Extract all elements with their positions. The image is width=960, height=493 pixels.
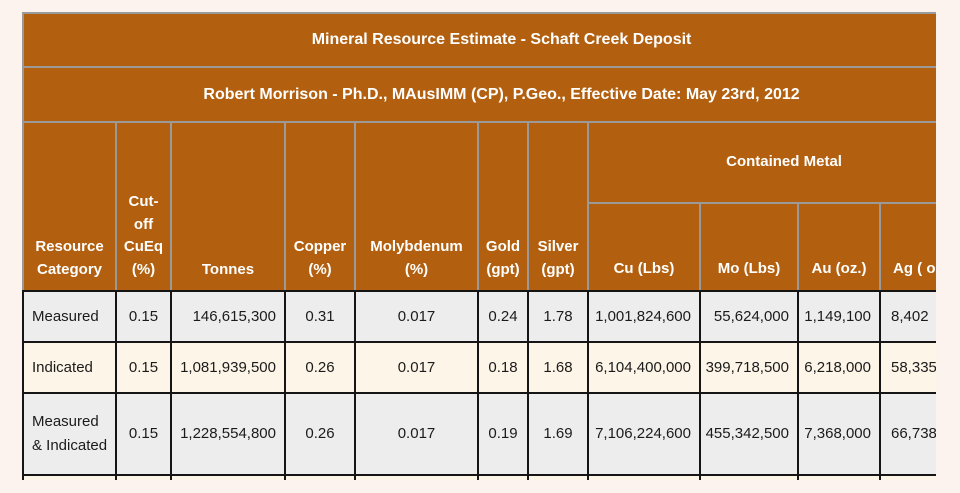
cell-tonnes: 1,228,554,800 (170, 392, 286, 476)
table-row-measured-and-indicated: Measured & Indicated 0.15 1,228,554,800 … (22, 392, 936, 476)
cell-gold: 0.18 (477, 341, 529, 394)
cell-resource-category: Indicated (22, 341, 117, 394)
cell-mo-lbs: 206,252,100 (699, 474, 799, 480)
cell-tonnes: 1,081,939,500 (170, 341, 286, 394)
cell-au-oz: 3,359,600 (797, 474, 881, 480)
col-header-cutoff-cueq: Cut-off CuEq (%) (115, 121, 172, 292)
table-viewport: Mineral Resource Estimate - Schaft Creek… (22, 12, 936, 480)
cell-au-oz: 7,368,000 (797, 392, 881, 476)
cell-au-oz: 6,218,000 (797, 341, 881, 394)
col-header-silver: Silver (gpt) (527, 121, 589, 292)
cell-mo-lbs: 455,342,500 (699, 392, 799, 476)
table-subtitle: Robert Morrison - Ph.D., MAusIMM (CP), P… (22, 66, 936, 123)
col-header-tonnes: Tonnes (170, 121, 286, 292)
cell-au-oz: 1,149,100 (797, 290, 881, 343)
cell-cutoff: 0.15 (115, 341, 172, 394)
cell-ag-oz: 31,601 (878, 474, 936, 480)
subcol-header-au-oz: Au (oz.) (797, 202, 881, 292)
cell-ag-oz: 58,335 (878, 341, 936, 394)
table-subtitle-row: Robert Morrison - Ph.D., MAusIMM (CP), P… (22, 66, 936, 123)
cell-gold: 0.17 (477, 474, 529, 480)
cell-cutoff: 0.15 (115, 474, 172, 480)
cell-molybdenum: 0.017 (354, 290, 479, 343)
column-header-row: Resource Category Cut-off CuEq (%) Tonne… (22, 121, 936, 292)
cell-molybdenum: 0.016 (354, 474, 479, 480)
cell-resource-category: Measured (22, 290, 117, 343)
cell-cu-lbs: 1,001,824,600 (587, 290, 701, 343)
cell-cutoff: 0.15 (115, 392, 172, 476)
cell-cu-lbs: 7,106,224,600 (587, 392, 701, 476)
cell-copper: 0.26 (284, 341, 356, 394)
mineral-resource-table: Mineral Resource Estimate - Schaft Creek… (22, 12, 936, 480)
cell-silver: 1.69 (527, 392, 589, 476)
col-header-resource-category: Resource Category (22, 121, 117, 292)
cell-copper: 0.22 (284, 474, 356, 480)
cell-silver: 1.65 (527, 474, 589, 480)
cell-copper: 0.26 (284, 392, 356, 476)
cell-molybdenum: 0.017 (354, 341, 479, 394)
table-title-row: Mineral Resource Estimate - Schaft Creek… (22, 12, 936, 68)
table-row-measured: Measured 0.15 146,615,300 0.31 0.017 0.2… (22, 290, 936, 343)
cell-cutoff: 0.15 (115, 290, 172, 343)
col-header-copper: Copper (%) (284, 121, 356, 292)
cell-cu-lbs: 6,104,400,000 (587, 341, 701, 394)
cell-mo-lbs: 55,624,000 (699, 290, 799, 343)
cell-molybdenum: 0.017 (354, 392, 479, 476)
cell-resource-category: Inferred (22, 474, 117, 480)
cell-tonnes: 146,615,300 (170, 290, 286, 343)
cell-gold: 0.24 (477, 290, 529, 343)
cell-silver: 1.68 (527, 341, 589, 394)
group-header-contained-metal: Contained Metal (586, 121, 936, 204)
col-header-gold: Gold (gpt) (477, 121, 529, 292)
col-header-molybdenum: Molybdenum (%) (354, 121, 479, 292)
cell-gold: 0.19 (477, 392, 529, 476)
cell-ag-oz: 66,738 (878, 392, 936, 476)
cell-tonnes: 597,191,300 (170, 474, 286, 480)
table-row-indicated: Indicated 0.15 1,081,939,500 0.26 0.017 … (22, 341, 936, 394)
table-title: Mineral Resource Estimate - Schaft Creek… (22, 12, 936, 68)
cell-ag-oz: 8,402 (878, 290, 936, 343)
sub-header-row: Cu (Lbs) Mo (Lbs) Au (oz.) Ag ( oz.) (23, 202, 936, 292)
cell-silver: 1.78 (527, 290, 589, 343)
cell-mo-lbs: 399,718,500 (699, 341, 799, 394)
table-row-inferred: Inferred 0.15 597,191,300 0.22 0.016 0.1… (22, 474, 936, 480)
subcol-header-ag-oz: Ag ( oz.) (878, 202, 936, 292)
cell-copper: 0.31 (284, 290, 356, 343)
subcol-header-cu-lbs: Cu (Lbs) (587, 202, 701, 292)
cell-cu-lbs: 2,872,034,300 (587, 474, 701, 480)
cell-resource-category: Measured & Indicated (22, 392, 117, 476)
subcol-header-mo-lbs: Mo (Lbs) (699, 202, 799, 292)
